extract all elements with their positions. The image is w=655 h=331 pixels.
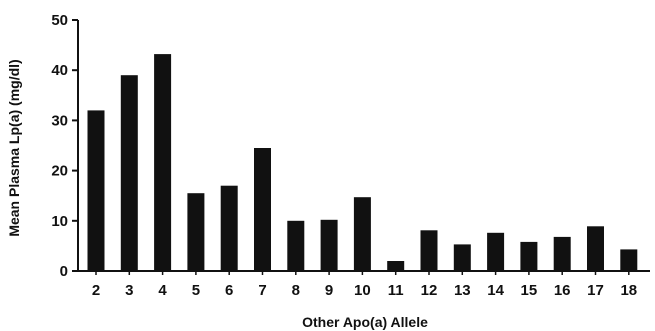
x-tick-label: 9 — [325, 282, 333, 299]
bar-allele-9 — [320, 219, 338, 271]
y-tick-label: 40 — [51, 62, 68, 79]
x-tick-label: 6 — [225, 282, 233, 299]
bar-allele-6 — [220, 185, 238, 271]
x-tick-label: 11 — [388, 282, 404, 299]
y-tick-label: 30 — [51, 112, 68, 129]
bar-allele-10 — [353, 197, 371, 271]
bar-allele-18 — [620, 249, 638, 271]
bar-allele-16 — [553, 236, 571, 271]
x-tick-label: 2 — [92, 282, 100, 299]
y-tick-label: 10 — [51, 213, 68, 230]
x-tick-label: 3 — [125, 282, 133, 299]
bar-allele-15 — [520, 241, 538, 271]
x-ticks-group: 2 3 4 5 6 7 8 9 10 11 12 13 14 15 16 17 18 — [92, 271, 637, 299]
bar-allele-12 — [420, 230, 438, 271]
x-axis-title: Other Apo(a) Allele — [302, 314, 428, 330]
bars-group — [87, 54, 638, 272]
axes-group — [77, 20, 650, 272]
x-tick-label: 13 — [454, 282, 471, 299]
x-tick-label: 15 — [521, 282, 538, 299]
bar-allele-4 — [154, 54, 172, 271]
bar-allele-5 — [187, 193, 205, 271]
x-tick-label: 10 — [354, 282, 371, 299]
bar-allele-3 — [120, 75, 138, 271]
y-ticks-group: 0 10 20 30 40 50 — [51, 12, 78, 280]
bar-allele-13 — [453, 244, 471, 271]
x-tick-label: 17 — [587, 282, 604, 299]
x-tick-label: 8 — [292, 282, 300, 299]
bar-allele-14 — [487, 232, 505, 271]
bar-allele-17 — [587, 226, 604, 271]
x-tick-label: 18 — [620, 282, 637, 299]
bar-allele-8 — [287, 220, 305, 271]
bar-allele-2 — [87, 110, 105, 272]
bar-allele-11 — [387, 261, 405, 271]
x-tick-label: 7 — [258, 282, 266, 299]
y-axis-title: Mean Plasma Lp(a) (mg/dl) — [6, 59, 22, 236]
x-tick-label: 12 — [421, 282, 438, 299]
x-tick-label: 14 — [487, 282, 504, 299]
x-tick-label: 4 — [158, 282, 167, 299]
x-tick-label: 5 — [192, 282, 200, 299]
x-tick-label: 16 — [554, 282, 571, 299]
y-tick-label: 0 — [60, 263, 68, 280]
bar-allele-7 — [254, 148, 271, 271]
y-tick-label: 20 — [51, 163, 68, 180]
y-tick-label: 50 — [51, 12, 68, 29]
